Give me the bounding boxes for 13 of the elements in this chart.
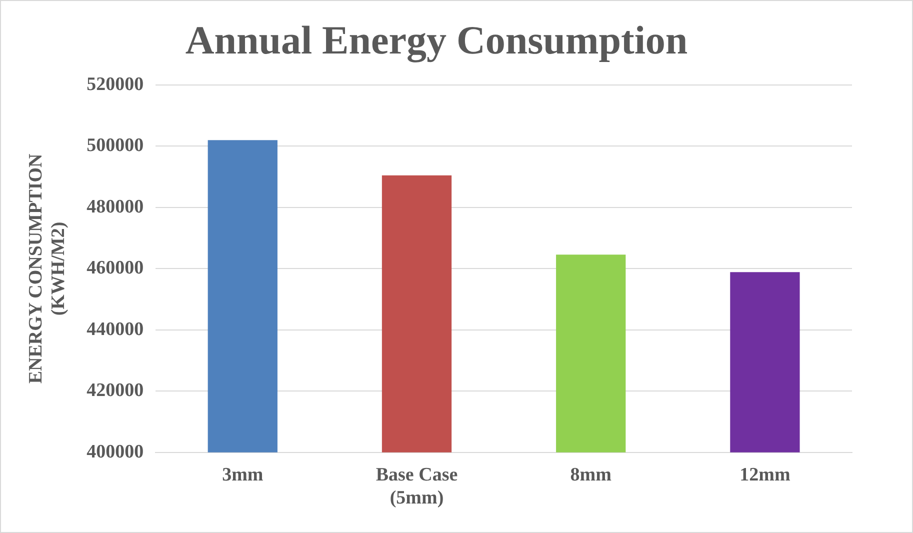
y-tick-label: 420000	[86, 380, 144, 402]
y-tick-label: 440000	[86, 318, 144, 340]
x-tick-label: 12mm	[740, 464, 790, 486]
x-tick-label: 3mm	[222, 464, 264, 486]
y-axis-title: ENERGY CONSUMPTION (KWH/M2)	[25, 153, 70, 384]
y-tick-label: 500000	[86, 135, 144, 156]
x-tick-label: 8mm	[570, 464, 612, 486]
x-tick-label: Base Case (5mm)	[376, 464, 458, 509]
chart-title: Annual Energy Consumption	[185, 17, 688, 62]
y-tick-label: 520000	[86, 74, 144, 95]
y-tick-label: 460000	[86, 258, 144, 279]
y-tick-label: 480000	[86, 196, 144, 218]
y-tick-label: 400000	[86, 441, 144, 462]
